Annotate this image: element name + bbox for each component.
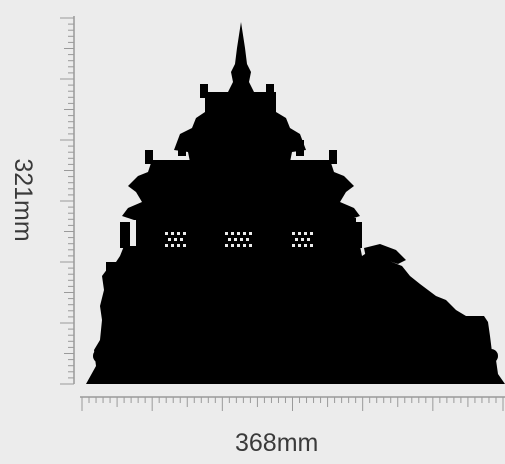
height-dimension-label: 321mm <box>9 158 37 242</box>
horizontal-ruler <box>80 396 505 411</box>
window-right <box>292 232 313 247</box>
pagoda-middle-tier <box>122 160 360 220</box>
pagoda-base <box>86 246 505 384</box>
pagoda-silhouette <box>86 22 505 384</box>
pagoda-spire <box>228 22 254 92</box>
width-dimension-label: 368mm <box>235 429 319 457</box>
vertical-ruler <box>60 16 75 385</box>
vertical-ruler-ticks <box>60 17 74 385</box>
horizontal-ruler-ticks <box>81 397 504 411</box>
window-left <box>165 232 186 247</box>
pagoda-top-tier <box>174 92 306 162</box>
window-center <box>225 232 252 247</box>
pagoda-windows <box>165 232 313 247</box>
